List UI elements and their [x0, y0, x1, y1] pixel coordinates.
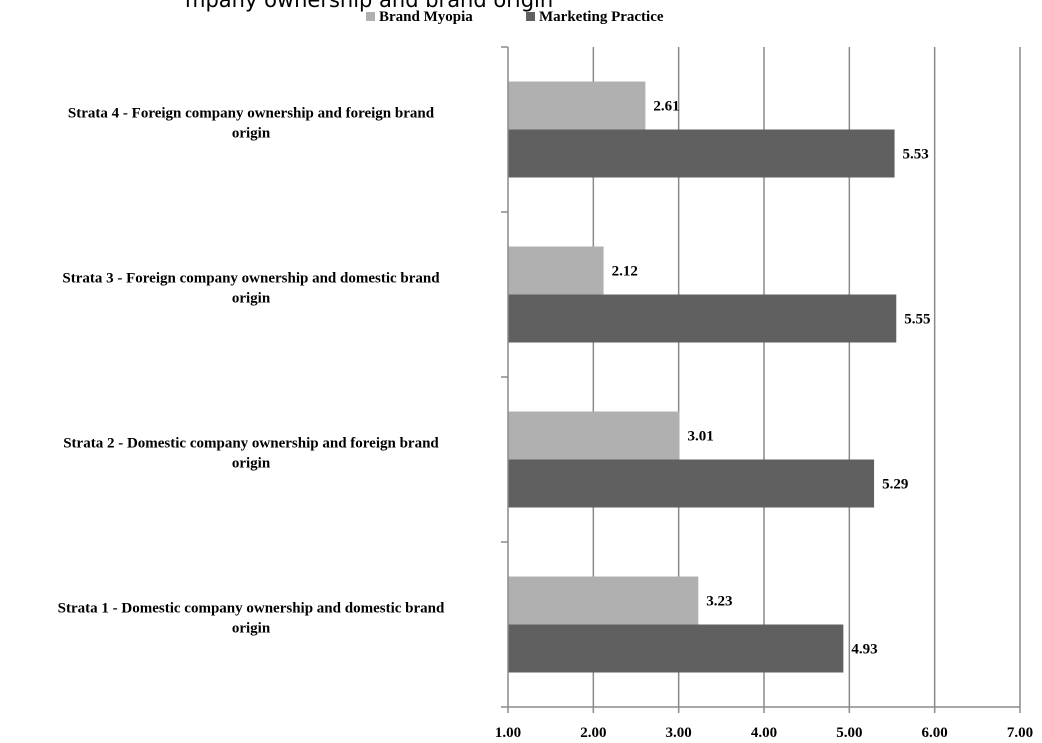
category-label: origin: [232, 621, 271, 637]
x-tick-label: 2.00: [580, 725, 606, 741]
category-label: Strata 2 - Domestic company ownership an…: [63, 436, 439, 452]
bar: [508, 246, 604, 295]
bar: [508, 576, 699, 625]
category-label: origin: [232, 456, 271, 472]
legend-swatch: [526, 12, 535, 21]
bar: [508, 411, 680, 460]
axes: 1.00 2.00 3.00 4.00 5.00 6.00 7.00 Strata 4 - F…: [58, 46, 1033, 741]
data-label: 5.29: [882, 477, 908, 493]
bars: 2.61 5.53 2.12 5.55 3.01 5.29 3.23 4.93: [508, 81, 931, 673]
data-label: 3.23: [706, 594, 732, 610]
x-tick-label: 7.00: [1007, 725, 1033, 741]
x-tick-label: 4.00: [751, 725, 777, 741]
bar: [508, 294, 897, 343]
data-label: 2.12: [612, 264, 638, 280]
data-label: 4.93: [851, 642, 877, 658]
bar: [508, 624, 844, 673]
x-tick-label: 3.00: [666, 725, 692, 741]
legend-label: Marketing Practice: [539, 9, 664, 25]
data-label: 5.55: [904, 312, 930, 328]
category-label: Strata 4 - Foreign company ownership and…: [68, 106, 435, 122]
data-label: 2.61: [653, 99, 679, 115]
legend-label: Brand Myopia: [379, 9, 473, 25]
x-tick-label: 1.00: [495, 725, 521, 741]
category-label: origin: [232, 291, 271, 307]
category-label: Strata 1 - Domestic company ownership an…: [58, 601, 445, 617]
bar: [508, 129, 895, 178]
legend: Brand Myopia Marketing Practice: [366, 9, 664, 25]
x-tick-label: 5.00: [836, 725, 862, 741]
bar: [508, 81, 646, 130]
data-label: 3.01: [688, 429, 714, 445]
bar: [508, 459, 875, 508]
legend-swatch: [366, 12, 375, 21]
category-label: Strata 3 - Foreign company ownership and…: [62, 271, 440, 287]
category-label: origin: [232, 126, 271, 142]
data-label: 5.53: [903, 147, 929, 163]
x-tick-label: 6.00: [922, 725, 948, 741]
chart-title-fragment: mpany ownership and brand origin: [185, 0, 553, 12]
